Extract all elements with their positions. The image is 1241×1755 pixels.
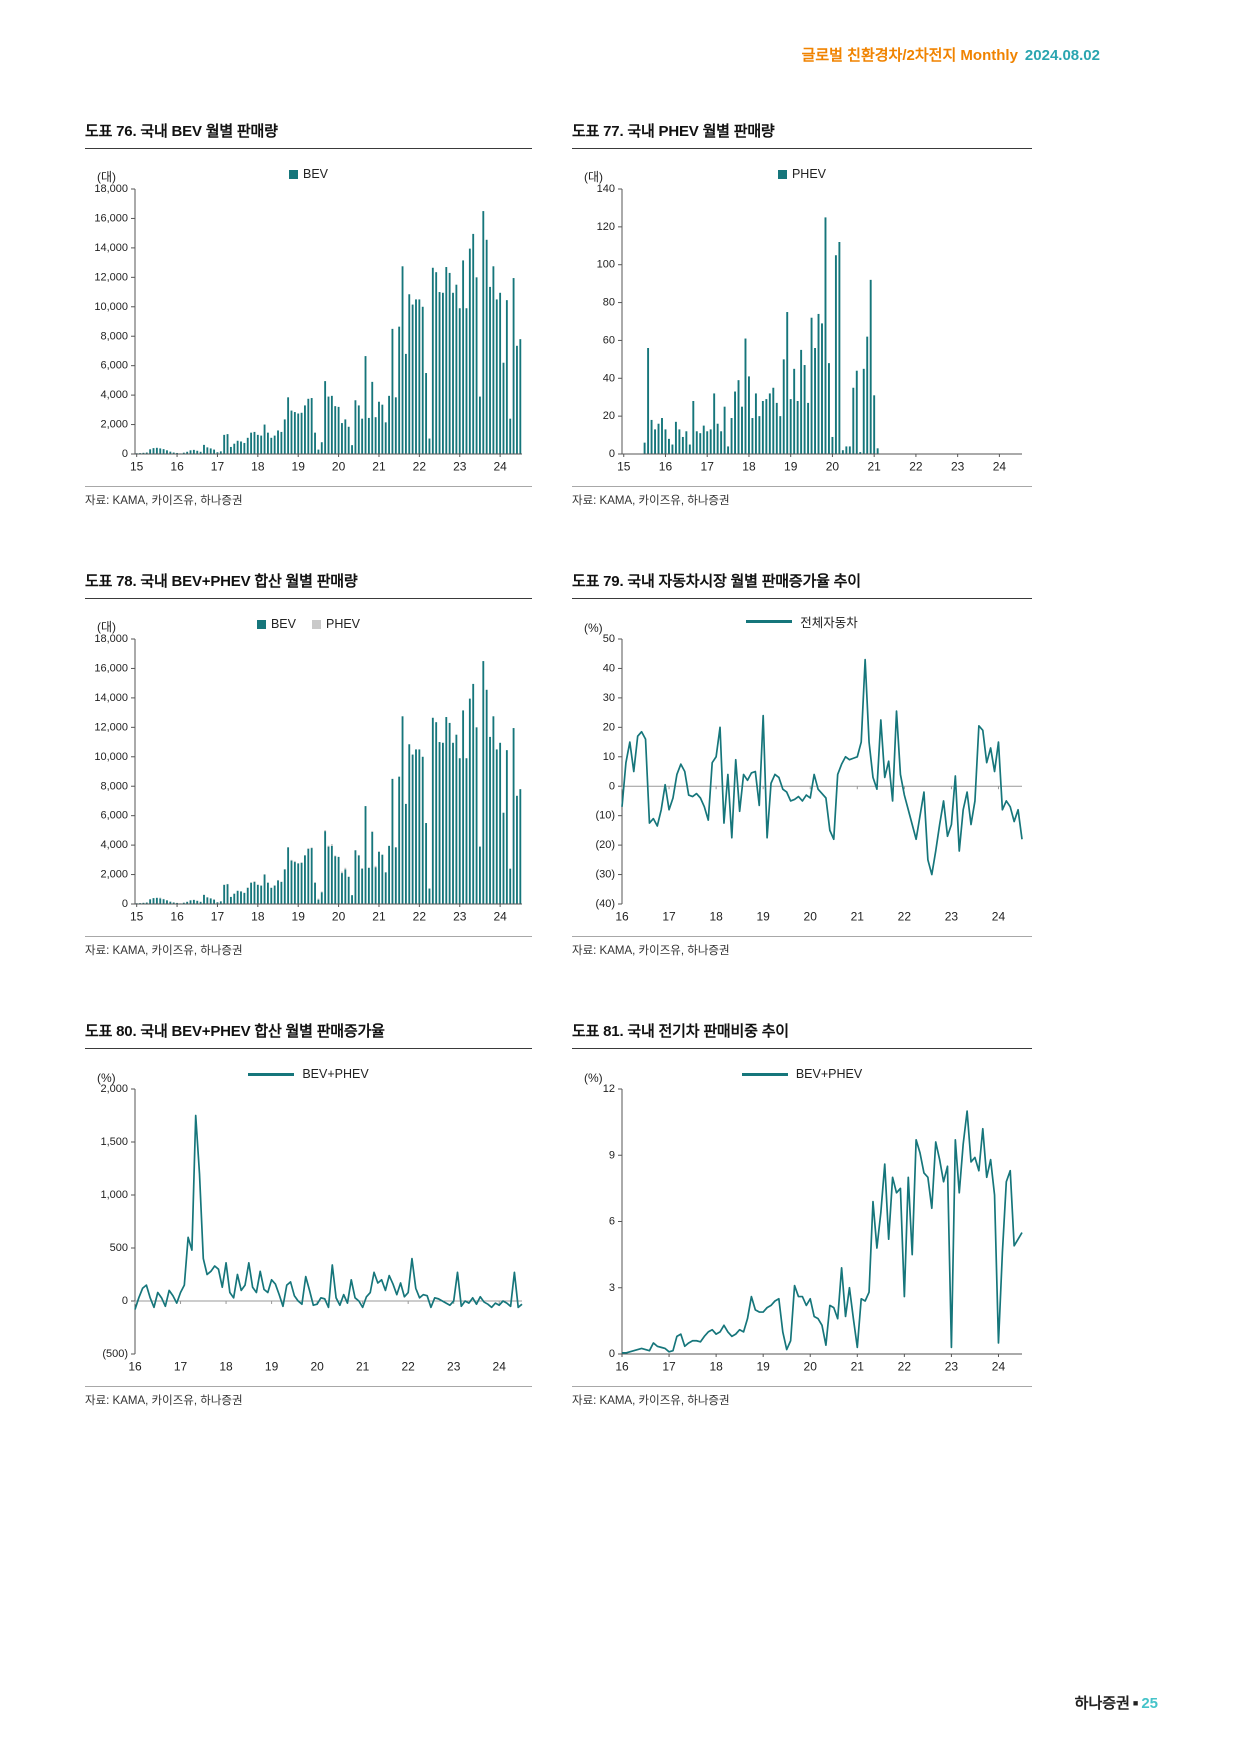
chart-legend-row: (대) BEV [85, 153, 532, 184]
legend-swatch-icon [741, 1072, 788, 1076]
legend-item: PHEV [311, 617, 361, 631]
legend-item: 전체자동차 [746, 612, 858, 631]
legend-item: BEV+PHEV [741, 1067, 863, 1081]
chart-legend: PHEV [777, 167, 827, 181]
chart-area: (대) BEV [85, 149, 532, 476]
report-series-title: 글로벌 친환경차/2차전지 Monthly [801, 47, 1018, 64]
legend-swatch-icon [248, 1072, 295, 1076]
legend-label: 전체자동차 [800, 616, 858, 630]
chart-legend: BEV+PHEV [741, 1067, 863, 1081]
chart-title: 도표 81. 국내 전기차 판매비중 추이 [572, 1020, 1032, 1049]
legend-swatch-icon [288, 169, 298, 179]
ev-share-line-chart [572, 1081, 1032, 1376]
footer-brand: 하나증권 [1074, 1695, 1130, 1712]
chart-block-76: 도표 76. 국내 BEV 월별 판매량 (대) BEV 자료: KAMA, 카… [85, 120, 532, 508]
source-label: 자료: KAMA, 카이즈유, 하나증권 [572, 486, 1032, 508]
source-label: 자료: KAMA, 카이즈유, 하나증권 [572, 936, 1032, 958]
chart-legend-row: (%) BEV+PHEV [572, 1053, 1032, 1085]
chart-block-78: 도표 78. 국내 BEV+PHEV 합산 월별 판매량 (대) BEV PHEV… [85, 570, 532, 958]
legend-swatch-icon [256, 619, 266, 629]
y-axis-unit-label: (%) [97, 1071, 116, 1085]
legend-item: BEV [256, 617, 296, 631]
legend-label: PHEV [325, 617, 361, 631]
legend-label: BEV [270, 617, 296, 631]
legend-swatch-icon [746, 620, 793, 623]
footer-page-number: 25 [1141, 1695, 1158, 1712]
chart-block-77: 도표 77. 국내 PHEV 월별 판매량 (대) PHEV 자료: KAMA,… [572, 120, 1032, 508]
chart-legend: BEV+PHEV [248, 1067, 369, 1081]
y-axis-unit-label: (대) [97, 170, 117, 184]
footer-dot-icon: ■ [1132, 1698, 1139, 1708]
legend-item: BEV [288, 167, 328, 181]
y-axis-unit-label: (대) [97, 620, 117, 634]
page-header: 글로벌 친환경차/2차전지 Monthly 2024.08.02 [802, 44, 1100, 65]
report-date: 2024.08.02 [1024, 47, 1100, 64]
chart-area: (%) 전체자동차 [572, 599, 1032, 926]
page-footer: 하나증권 ■ 25 [1075, 1692, 1158, 1713]
ev-growth-rate-line-chart [85, 1081, 532, 1376]
chart-title: 도표 79. 국내 자동차시장 월별 판매증가율 추이 [572, 570, 1032, 599]
legend-item: BEV+PHEV [248, 1067, 369, 1081]
bev-phev-combined-bar-chart [85, 631, 532, 926]
chart-title: 도표 77. 국내 PHEV 월별 판매량 [572, 120, 1032, 149]
phev-monthly-bar-chart [572, 181, 1032, 476]
legend-item: PHEV [777, 167, 827, 181]
chart-block-81: 도표 81. 국내 전기차 판매비중 추이 (%) BEV+PHEV 자료: K… [572, 1020, 1032, 1408]
y-axis-unit-label: (대) [584, 170, 604, 184]
source-label: 자료: KAMA, 카이즈유, 하나증권 [85, 486, 532, 508]
chart-legend-row: (%) 전체자동차 [572, 603, 1032, 635]
chart-area: (대) PHEV [572, 149, 1032, 476]
chart-legend-row: (대) PHEV [572, 153, 1032, 184]
chart-area: (%) BEV+PHEV [572, 1049, 1032, 1376]
chart-title: 도표 76. 국내 BEV 월별 판매량 [85, 120, 532, 149]
charts-grid: 도표 76. 국내 BEV 월별 판매량 (대) BEV 자료: KAMA, 카… [85, 120, 1032, 1408]
chart-title: 도표 80. 국내 BEV+PHEV 합산 월별 판매증가율 [85, 1020, 532, 1049]
chart-legend: 전체자동차 [746, 612, 858, 631]
chart-block-80: 도표 80. 국내 BEV+PHEV 합산 월별 판매증가율 (%) BEV+P… [85, 1020, 532, 1408]
legend-label: PHEV [791, 167, 827, 181]
source-label: 자료: KAMA, 카이즈유, 하나증권 [85, 936, 532, 958]
chart-block-79: 도표 79. 국내 자동차시장 월별 판매증가율 추이 (%) 전체자동차 자료… [572, 570, 1032, 958]
chart-title: 도표 78. 국내 BEV+PHEV 합산 월별 판매량 [85, 570, 532, 599]
legend-label: BEV+PHEV [302, 1067, 369, 1081]
chart-legend: BEV PHEV [256, 617, 361, 631]
chart-legend: BEV [288, 167, 328, 181]
legend-swatch-icon [311, 619, 321, 629]
y-axis-unit-label: (%) [584, 621, 603, 635]
source-label: 자료: KAMA, 카이즈유, 하나증권 [572, 1386, 1032, 1408]
chart-legend-row: (%) BEV+PHEV [85, 1053, 532, 1085]
legend-swatch-icon [777, 169, 787, 179]
bev-monthly-bar-chart [85, 181, 532, 476]
chart-area: (%) BEV+PHEV [85, 1049, 532, 1376]
chart-legend-row: (대) BEV PHEV [85, 603, 532, 634]
source-label: 자료: KAMA, 카이즈유, 하나증권 [85, 1386, 532, 1408]
legend-label: BEV [302, 167, 328, 181]
chart-area: (대) BEV PHEV [85, 599, 532, 926]
legend-label: BEV+PHEV [795, 1067, 863, 1081]
auto-market-growth-line-chart [572, 631, 1032, 926]
y-axis-unit-label: (%) [584, 1071, 603, 1085]
